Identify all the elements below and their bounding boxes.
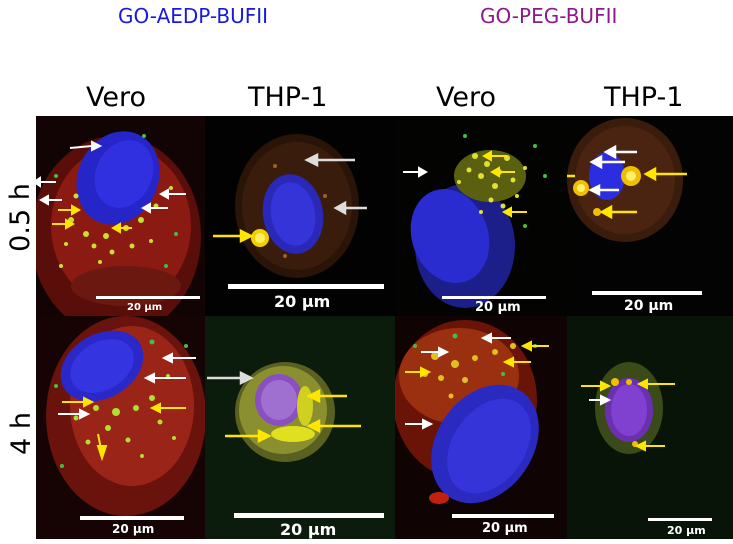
micrograph-thp1-aedp-0-5h	[205, 116, 395, 316]
scale-bar-r2-c1	[80, 516, 184, 520]
scale-bar-r1-c4	[592, 291, 702, 295]
scale-bar-r1-c3	[442, 296, 546, 299]
micrograph-thp1-aedp-4h	[205, 316, 395, 539]
micrograph-vero-peg-0-5h	[395, 116, 567, 316]
micrograph-vero-peg-4h	[395, 316, 567, 539]
scale-label-r1-c4: 20 µm	[624, 298, 674, 314]
scale-label-r2-c3: 20 µm	[482, 521, 528, 536]
micrograph-thp1-peg-0-5h	[567, 116, 733, 316]
scale-bar-r1-c1	[96, 296, 200, 299]
scale-bar-r2-c2	[234, 513, 384, 518]
micrograph-vero-aedp-0-5h	[36, 116, 205, 316]
title-go-aedp-bufii: GO-AEDP-BUFII	[118, 4, 269, 28]
scale-bar-r1-c2	[228, 284, 384, 289]
scale-label-r1-c1: 20 µm	[127, 302, 163, 313]
scale-label-r2-c2: 20 µm	[280, 520, 337, 539]
title-go-peg-bufii: GO-PEG-BUFII	[480, 4, 618, 28]
scale-label-r2-c1: 20 µm	[112, 522, 155, 536]
scale-label-r1-c3: 20 µm	[475, 300, 521, 315]
column-header-vero-1: Vero	[86, 82, 147, 113]
row-label-0-5h: 0.5 h	[4, 183, 36, 252]
column-header-vero-2: Vero	[436, 82, 497, 113]
scale-label-r1-c2: 20 µm	[274, 292, 331, 311]
column-header-thp1-2: THP-1	[604, 82, 684, 113]
column-header-thp1-1: THP-1	[248, 82, 328, 113]
micrograph-vero-aedp-4h	[36, 316, 205, 539]
micrograph-thp1-peg-4h	[567, 316, 733, 539]
scale-label-r2-c4: 20 µm	[667, 524, 706, 537]
row-label-4h: 4 h	[5, 412, 37, 455]
scale-bar-r2-c4	[648, 518, 712, 521]
scale-bar-r2-c3	[452, 514, 554, 518]
